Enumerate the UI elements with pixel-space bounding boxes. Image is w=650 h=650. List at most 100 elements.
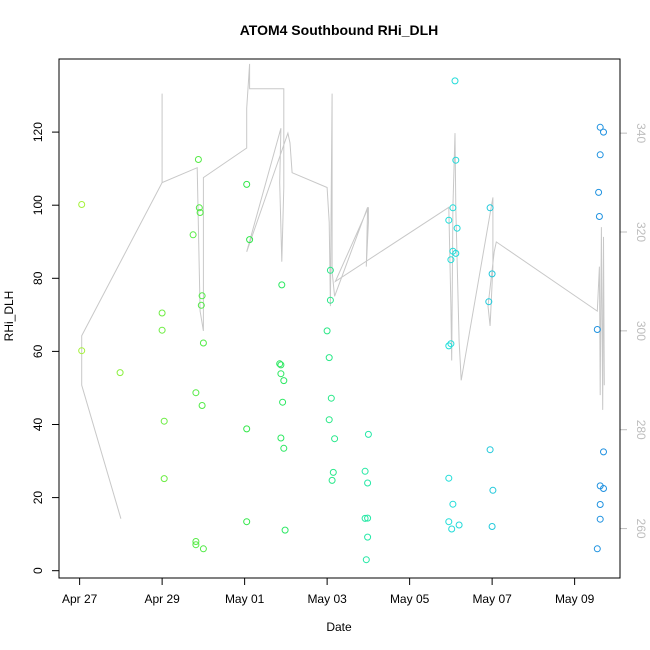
data-point	[593, 326, 601, 333]
data-point	[197, 301, 205, 309]
x-tick-label: May 07	[472, 592, 512, 606]
x-tick-label: May 03	[307, 592, 347, 606]
data-point	[449, 500, 457, 508]
data-point	[453, 224, 461, 232]
data-point	[488, 270, 496, 278]
data-point	[281, 526, 289, 534]
data-point	[192, 538, 200, 545]
data-point	[331, 435, 339, 443]
data-point	[243, 180, 251, 188]
data-point	[328, 476, 336, 484]
data-point	[445, 216, 453, 224]
x-tick-label: May 09	[555, 592, 595, 606]
data-point	[326, 296, 334, 304]
data-point	[192, 389, 200, 397]
data-point	[445, 474, 453, 482]
data-point	[199, 339, 207, 347]
data-point	[195, 204, 203, 212]
data-point	[595, 188, 603, 196]
data-point	[158, 309, 166, 317]
data-point	[329, 468, 337, 476]
data-point	[196, 209, 204, 216]
data-point	[593, 545, 601, 553]
data-point	[455, 521, 463, 529]
data-point	[278, 281, 286, 289]
data-point	[198, 402, 206, 409]
y-tick-label: 60	[31, 344, 45, 358]
x-axis-label: Date	[326, 620, 352, 634]
y-tick-label: 0	[31, 567, 45, 574]
data-point	[277, 370, 285, 378]
data-point	[596, 151, 604, 159]
data-point	[78, 201, 86, 208]
y-right-tick-label: 300	[634, 321, 648, 341]
x-tick-label: Apr 29	[144, 592, 180, 606]
y-right-tick-label: 320	[634, 222, 648, 242]
data-point	[485, 298, 493, 306]
right-axis-trace-layer	[81, 63, 605, 519]
plot-frame	[58, 58, 621, 579]
data-point	[158, 326, 166, 334]
data-point	[452, 156, 460, 164]
data-point	[489, 486, 497, 494]
data-point	[451, 77, 459, 85]
data-point	[361, 467, 369, 475]
data-point	[199, 545, 207, 553]
data-point	[189, 231, 197, 239]
data-point	[279, 398, 287, 406]
y-axis-label: RHi_DLH	[2, 291, 16, 342]
data-point	[277, 434, 285, 442]
data-point	[361, 514, 369, 522]
data-point	[280, 444, 288, 452]
data-point	[243, 425, 251, 433]
data-point	[595, 213, 603, 220]
data-point	[116, 369, 124, 377]
x-tick-label: May 01	[225, 592, 265, 606]
data-point	[596, 123, 604, 131]
y-right-tick-label: 340	[634, 123, 648, 143]
data-point	[276, 360, 284, 368]
data-point	[246, 236, 254, 244]
data-point	[362, 556, 370, 564]
y-tick-label: 120	[31, 122, 45, 142]
y-tick-label: 40	[31, 417, 45, 431]
data-point	[326, 266, 334, 274]
data-point	[486, 204, 494, 212]
y-tick-label: 20	[31, 491, 45, 505]
data-point	[277, 361, 285, 369]
data-point	[364, 430, 372, 438]
y-tick-label: 80	[31, 271, 45, 285]
y-tick-label: 100	[31, 195, 45, 215]
data-point	[445, 518, 453, 526]
data-point	[600, 128, 607, 136]
y-right-tick-label: 280	[634, 420, 648, 440]
right-axis-trace-line	[81, 63, 605, 519]
data-point	[78, 347, 86, 355]
data-point	[323, 327, 331, 335]
data-point	[364, 479, 372, 487]
data-points-layer	[78, 77, 607, 564]
data-point	[600, 448, 607, 456]
data-point	[445, 342, 453, 350]
data-point	[596, 501, 604, 508]
data-point	[280, 377, 288, 385]
data-point	[192, 541, 200, 549]
data-point	[447, 256, 455, 264]
data-point	[486, 446, 494, 454]
chart-title: ATOM4 Southbound RHi_DLH	[240, 22, 439, 38]
data-point	[160, 417, 168, 425]
data-point	[243, 518, 251, 526]
data-point	[447, 340, 455, 348]
data-point	[327, 394, 335, 402]
data-point	[449, 204, 457, 212]
data-point	[600, 485, 607, 492]
x-tick-label: Apr 27	[62, 592, 98, 606]
x-tick-label: May 05	[390, 592, 430, 606]
data-point	[596, 515, 604, 523]
data-point	[364, 514, 372, 522]
data-point	[325, 354, 333, 362]
data-point	[448, 525, 456, 533]
data-point	[325, 416, 333, 424]
data-point	[364, 533, 372, 541]
